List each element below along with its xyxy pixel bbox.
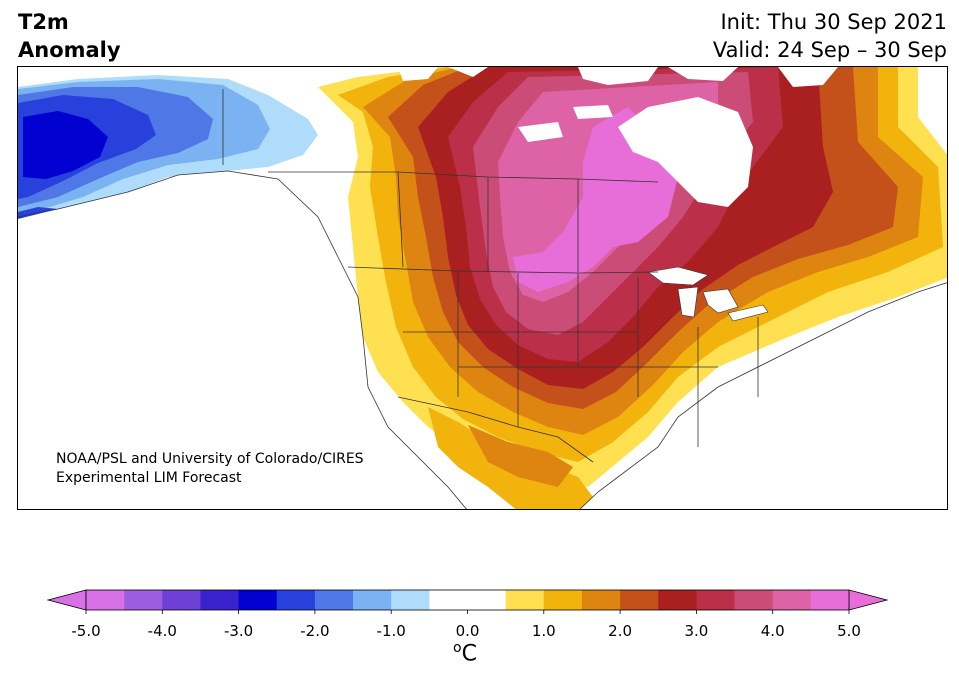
colorbar-extend-max xyxy=(848,589,889,611)
colorbar-box xyxy=(734,590,773,610)
credit-line-2: Experimental LIM Forecast xyxy=(56,470,242,486)
colorbar-extend-min xyxy=(46,589,87,611)
colorbar-box xyxy=(696,590,735,610)
colorbar-unit: oC xyxy=(453,640,477,667)
valid-range: Valid: 24 Sep – 30 Sep xyxy=(712,38,947,62)
anomaly-map: NOAA/PSL and University of Colorado/CIRE… xyxy=(17,66,948,510)
colorbar-tick-label: 5.0 xyxy=(837,622,861,640)
colorbar-box xyxy=(543,590,583,610)
arctic-islands xyxy=(398,67,838,142)
hudson-bay xyxy=(618,97,753,207)
title-line-2: Anomaly xyxy=(18,38,121,62)
colorbar-box xyxy=(238,590,278,610)
colorbar-tick-label: -2.0 xyxy=(300,622,329,640)
colorbar-boxes xyxy=(46,589,889,611)
colorbar-box xyxy=(353,590,392,610)
colorbar-tick-label: -1.0 xyxy=(377,622,406,640)
colorbar-tick-label: -5.0 xyxy=(71,622,100,640)
colorbar-box xyxy=(658,590,697,610)
credit-line-1: NOAA/PSL and University of Colorado/CIRE… xyxy=(56,451,364,467)
colorbar-tick-label: 2.0 xyxy=(608,622,632,640)
great-lakes xyxy=(647,266,769,322)
colorbar-tick-label: 3.0 xyxy=(684,622,708,640)
colorbar-box xyxy=(429,590,468,610)
colorbar-box xyxy=(276,590,316,610)
colorbar-tick-label: 0.0 xyxy=(456,622,480,640)
colorbar-box xyxy=(86,590,125,610)
colorbar-box xyxy=(162,590,201,610)
alaska-cold-anomaly xyxy=(18,75,318,219)
colorbar-box xyxy=(124,590,163,610)
anomaly-map-canvas xyxy=(18,67,947,509)
colorbar-tick-label: 4.0 xyxy=(761,622,785,640)
init-date: Init: Thu 30 Sep 2021 xyxy=(720,10,947,34)
colorbar-box xyxy=(200,590,239,610)
colorbar-box xyxy=(467,590,506,610)
colorbar-box xyxy=(314,590,354,610)
colorbar-tick-label: 1.0 xyxy=(532,622,556,640)
atlantic-ocean xyxy=(580,282,947,509)
colorbar-box xyxy=(772,590,812,610)
boundaries xyxy=(18,89,947,509)
colorbar-ticks: -5.0 -4.0 -3.0 -2.0 -1.0 0.0 1.0 2.0 3.0 4.0 5.0 xyxy=(71,610,861,640)
colorbar-box xyxy=(620,590,659,610)
colorbar-box xyxy=(391,590,430,610)
colorbar-box xyxy=(581,590,621,610)
pacific-ocean xyxy=(18,171,467,509)
colorbar-box xyxy=(810,590,850,610)
title-line-1: T2m xyxy=(18,10,69,34)
colorbar-box xyxy=(505,590,545,610)
map-title: T2m Anomaly xyxy=(18,8,121,64)
map-credit: NOAA/PSL and University of Colorado/CIRE… xyxy=(56,450,364,488)
forecast-dates: Init: Thu 30 Sep 2021 Valid: 24 Sep – 30… xyxy=(713,8,947,64)
colorbar-tick-label: -3.0 xyxy=(224,622,253,640)
colorbar-tick-label: -4.0 xyxy=(148,622,177,640)
